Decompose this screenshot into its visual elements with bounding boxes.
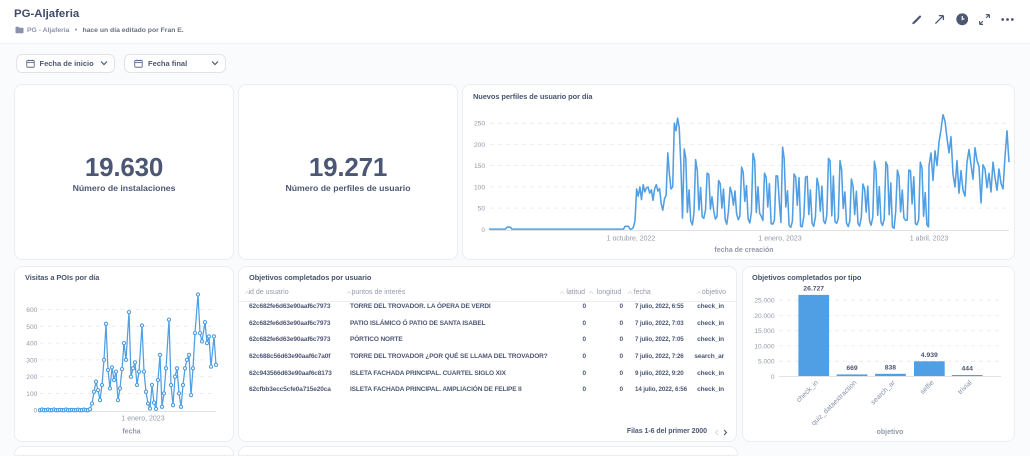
svg-text:0: 0 [34,407,38,414]
svg-text:10.000: 10.000 [754,343,775,350]
svg-text:500: 500 [26,323,37,330]
svg-text:100: 100 [26,390,37,397]
svg-text:838: 838 [885,364,897,371]
svg-text:fecha: fecha [122,428,140,435]
svg-text:444: 444 [962,365,974,372]
svg-text:search_ar: search_ar [870,379,897,406]
svg-text:0: 0 [481,227,485,234]
svg-text:600: 600 [26,307,37,314]
svg-text:check_in: check_in [796,379,821,404]
svg-text:0: 0 [771,373,775,380]
svg-text:100: 100 [474,184,485,191]
svg-text:1 octubre, 2022: 1 octubre, 2022 [607,236,656,243]
svg-text:25.000: 25.000 [754,297,775,304]
svg-text:trivial: trivial [957,379,974,396]
svg-text:669: 669 [846,364,858,371]
svg-text:5.000: 5.000 [758,358,775,365]
svg-text:1 enero, 2023: 1 enero, 2023 [758,236,801,243]
svg-text:15.000: 15.000 [754,328,775,335]
svg-text:250: 250 [474,121,485,128]
svg-text:selfie: selfie [919,379,936,396]
svg-text:200: 200 [474,142,485,149]
svg-text:4.939: 4.939 [921,351,938,358]
svg-text:20.000: 20.000 [754,312,775,319]
svg-text:150: 150 [474,163,485,170]
svg-text:objetivo: objetivo [877,429,904,436]
svg-text:1 abril, 2023: 1 abril, 2023 [910,236,949,243]
svg-text:1 enero, 2023: 1 enero, 2023 [121,415,164,422]
svg-text:fecha de creación: fecha de creación [714,247,773,254]
svg-text:200: 200 [26,374,37,381]
svg-text:26.727: 26.727 [803,285,824,292]
svg-text:50: 50 [478,206,486,213]
svg-text:300: 300 [26,357,37,364]
svg-text:400: 400 [26,340,37,347]
